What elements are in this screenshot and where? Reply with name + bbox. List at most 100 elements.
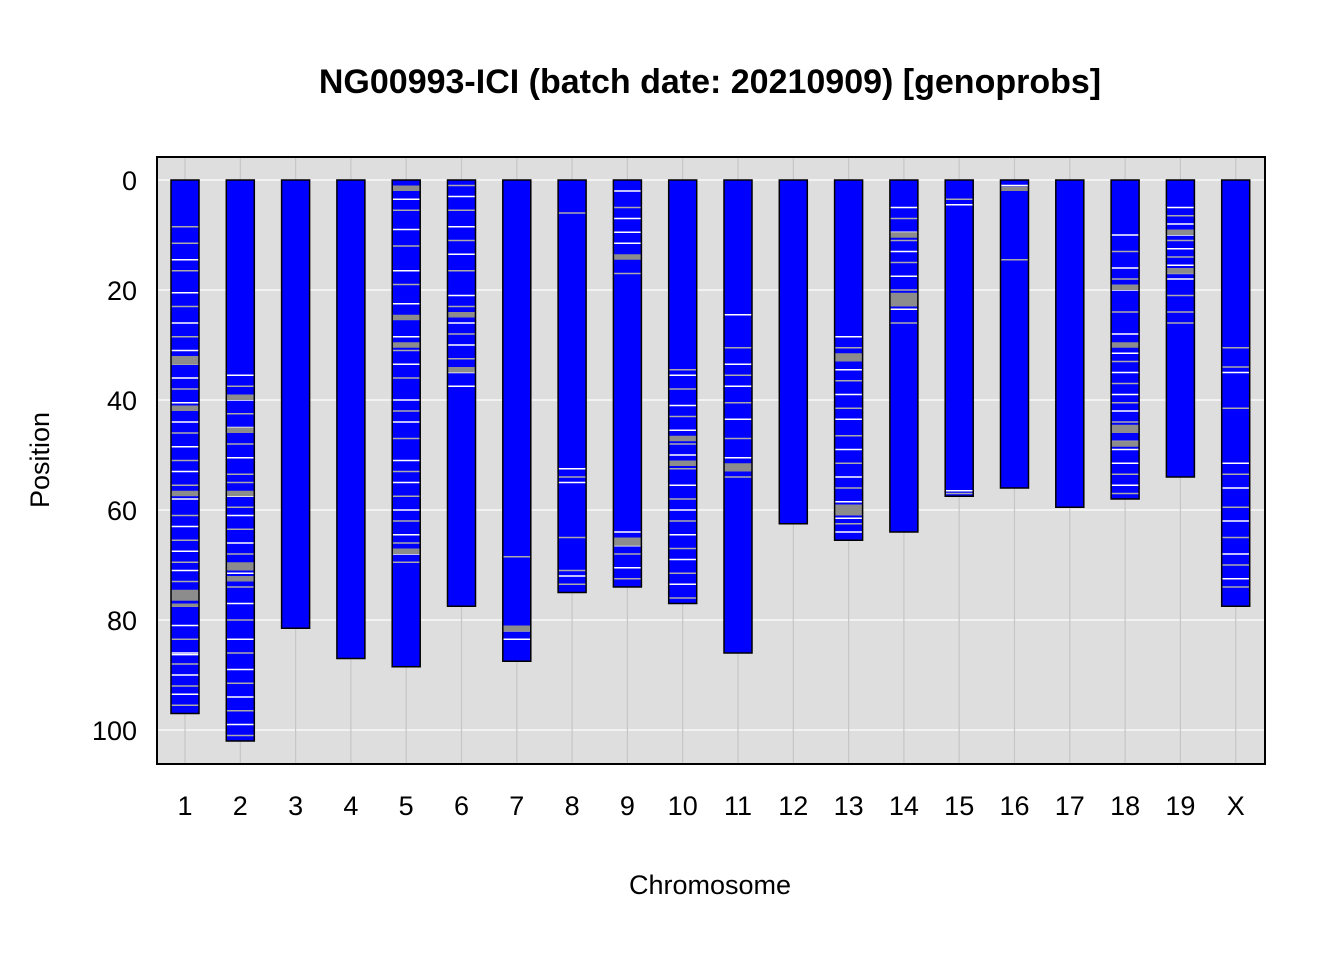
y-tick-label-40: 40 xyxy=(107,386,137,416)
chromosome-layer xyxy=(170,179,1251,742)
x-tick-label-X: X xyxy=(1227,791,1245,821)
marker-dense-band xyxy=(226,394,255,400)
y-tick-label-100: 100 xyxy=(92,716,137,746)
chromosome-bar-8 xyxy=(558,180,587,593)
marker-dense-band xyxy=(171,356,199,365)
chromosome-2 xyxy=(225,179,256,742)
chromosome-14 xyxy=(889,179,919,533)
marker-dense-band xyxy=(447,367,476,373)
chromosome-outline-X xyxy=(1220,179,1251,607)
marker-dense-band xyxy=(834,504,863,516)
chromosome-outline-8 xyxy=(557,179,587,594)
marker-dense-band xyxy=(834,353,863,362)
x-tick-label-9: 9 xyxy=(620,791,635,821)
chromosome-12 xyxy=(778,179,809,525)
chromosome-bar-15 xyxy=(945,180,974,497)
chromosome-bar-11 xyxy=(724,180,752,653)
marker-dense-band xyxy=(1111,441,1140,447)
x-tick-label-16: 16 xyxy=(999,791,1029,821)
x-tick-label-6: 6 xyxy=(454,791,469,821)
marker-dense-band xyxy=(226,427,255,433)
marker-dense-band xyxy=(724,463,752,472)
marker-dense-band xyxy=(1111,284,1140,290)
chromosome-bar-6 xyxy=(447,180,476,607)
marker-dense-band xyxy=(171,405,199,411)
x-tick-label-3: 3 xyxy=(288,791,303,821)
marker-dense-band xyxy=(1166,229,1195,235)
chromosome-X xyxy=(1220,179,1251,607)
chromosome-7 xyxy=(502,179,532,662)
x-tick-label-14: 14 xyxy=(889,791,919,821)
chromosome-outline-12 xyxy=(778,179,809,525)
chromosome-outline-15 xyxy=(944,179,974,497)
marker-dense-band xyxy=(171,490,199,497)
chromosome-outline-2 xyxy=(225,179,256,742)
chromosome-bar-7 xyxy=(502,180,531,662)
x-tick-label-7: 7 xyxy=(509,791,524,821)
y-tick-label-20: 20 xyxy=(107,276,137,306)
marker-dense-band xyxy=(502,625,531,631)
chromosome-bar-17 xyxy=(1055,180,1084,508)
chromosome-bar-12 xyxy=(779,180,808,524)
chromosome-6 xyxy=(446,179,477,607)
x-axis-label: Chromosome xyxy=(629,870,791,900)
chromosome-8 xyxy=(557,179,587,594)
chromosome-3 xyxy=(280,179,311,629)
plot-border xyxy=(156,156,1266,765)
marker-dense-band xyxy=(1166,268,1195,274)
x-tick-label-1: 1 xyxy=(177,791,192,821)
chromosome-1 xyxy=(170,179,200,715)
marker-dense-band xyxy=(1111,424,1140,433)
marker-dense-band xyxy=(226,562,255,571)
marker-dense-band xyxy=(392,314,421,321)
chromosome-outline-7 xyxy=(502,179,532,662)
chromosome-outline-14 xyxy=(889,179,919,533)
marker-dense-band xyxy=(392,342,421,348)
chromosome-outline-18 xyxy=(1110,179,1140,500)
chromosome-bar-16 xyxy=(1000,180,1029,488)
chromosome-5 xyxy=(391,179,421,668)
chromosome-bar-X xyxy=(1221,180,1250,607)
x-tick-label-18: 18 xyxy=(1110,791,1140,821)
chromosome-13 xyxy=(833,179,864,541)
marker-dense-band xyxy=(668,435,697,442)
marker-dense-band xyxy=(1000,186,1029,191)
chromosome-10 xyxy=(667,179,698,605)
chromosome-outline-17 xyxy=(1055,179,1085,508)
chromosome-outline-16 xyxy=(999,179,1030,489)
x-tick-label-19: 19 xyxy=(1165,791,1195,821)
marker-dense-band xyxy=(613,254,642,260)
chromosome-outline-9 xyxy=(612,179,643,588)
plot-panel xyxy=(157,157,1265,764)
chromosome-9 xyxy=(612,179,643,588)
marker-dense-band xyxy=(447,312,476,318)
x-tick-label-8: 8 xyxy=(565,791,580,821)
chromosome-outline-3 xyxy=(280,179,311,629)
chromosome-outline-19 xyxy=(1165,179,1196,478)
chromosome-18 xyxy=(1110,179,1140,500)
chromosome-4 xyxy=(336,179,366,660)
y-tick-label-60: 60 xyxy=(107,496,137,526)
chromosome-outline-10 xyxy=(667,179,698,605)
chromosome-bar-10 xyxy=(668,180,697,604)
chromosome-bar-5 xyxy=(392,180,421,667)
chromosome-11 xyxy=(723,179,753,654)
marker-dense-band xyxy=(668,460,697,466)
y-axis-label: Position xyxy=(25,412,55,508)
y-tick-label-0: 0 xyxy=(122,166,137,196)
marker-dense-band xyxy=(889,292,918,307)
x-tick-label-12: 12 xyxy=(778,791,808,821)
chromosome-outline-6 xyxy=(446,179,477,607)
chromosome-16 xyxy=(999,179,1030,489)
marker-dense-band xyxy=(226,576,255,582)
chromosome-bar-18 xyxy=(1111,180,1140,499)
chromosome-bar-14 xyxy=(889,180,918,532)
chromosome-19 xyxy=(1165,179,1196,478)
marker-dense-band xyxy=(613,537,642,546)
chromosome-outline-4 xyxy=(336,179,366,660)
x-tick-label-11: 11 xyxy=(724,791,752,821)
marker-dense-band xyxy=(1111,342,1140,348)
chromosome-15 xyxy=(944,179,974,497)
chromosome-outline-13 xyxy=(833,179,864,541)
